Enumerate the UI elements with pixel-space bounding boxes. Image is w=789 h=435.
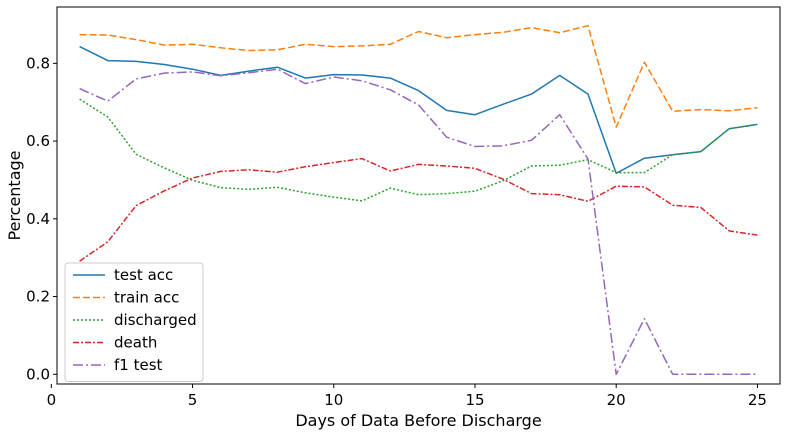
series-line-train-acc: [79, 24, 758, 128]
y-tick-label: 0.4: [26, 210, 50, 228]
legend: test acc train acc discharged death f1 test: [64, 262, 204, 382]
y-tick-label: 0.6: [26, 132, 50, 150]
series-line-death: [79, 157, 758, 262]
legend-box: [64, 262, 204, 382]
x-axis-ticks: 0 5 10 15 20 25: [47, 384, 767, 409]
x-tick-label: 20: [607, 391, 626, 409]
series-line-discharged: [79, 98, 758, 202]
y-tick-label: 0.2: [26, 288, 50, 306]
y-tick-label: 0.0: [26, 365, 50, 383]
x-tick-label: 10: [324, 391, 343, 409]
legend-label: train acc: [114, 289, 179, 307]
y-tick-label: 0.8: [26, 54, 50, 72]
series-line-f1-test: [79, 68, 758, 376]
x-tick-label: 15: [465, 391, 484, 409]
plot-lines: [79, 24, 758, 376]
x-axis-label: Days of Data Before Discharge: [295, 411, 541, 430]
legend-label: test acc: [114, 266, 173, 284]
series-line-test-acc: [79, 45, 758, 175]
x-tick-label: 25: [748, 391, 767, 409]
y-axis-label: Percentage: [5, 150, 24, 240]
x-tick-label: 5: [188, 391, 198, 409]
legend-label: discharged: [114, 311, 197, 329]
legend-label: death: [114, 334, 157, 352]
legend-label: f1 test: [114, 356, 163, 374]
y-axis-ticks: 0.0 0.2 0.4 0.6 0.8: [26, 54, 57, 383]
x-tick-label: 0: [47, 391, 57, 409]
plot-frame: [56, 6, 781, 385]
